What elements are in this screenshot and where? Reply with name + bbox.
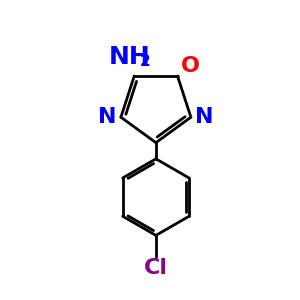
Text: O: O [180, 56, 200, 76]
Text: Cl: Cl [144, 258, 168, 278]
Text: N: N [98, 107, 117, 127]
Text: 2: 2 [140, 54, 151, 69]
Text: N: N [195, 107, 213, 127]
Text: NH: NH [109, 45, 151, 69]
